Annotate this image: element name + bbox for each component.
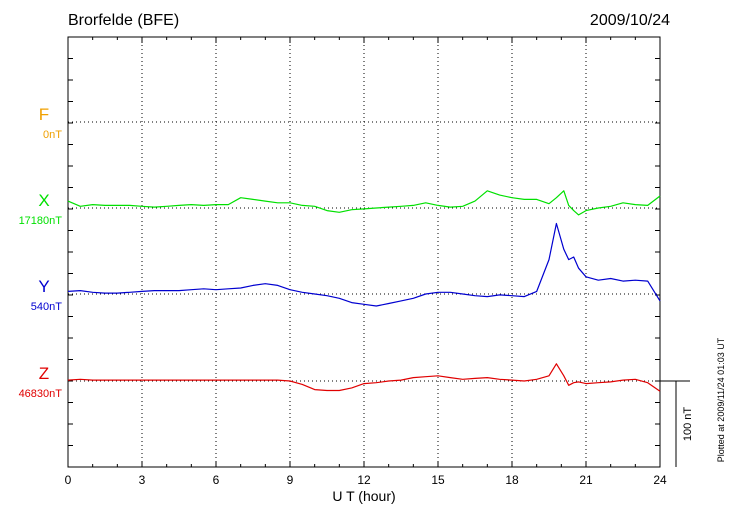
baseline-value-f: 0nT (43, 129, 62, 141)
component-label-layer: F 0nT X 17180nT Y 540nT Z 46830nT (19, 105, 63, 400)
x-tick-label: 12 (357, 473, 371, 487)
x-tick-label: 6 (213, 473, 220, 487)
x-tick-label: 21 (579, 473, 593, 487)
series-layer (67, 190, 661, 392)
tick-layer: 0 3 6 9 12 15 18 21 24 (65, 37, 667, 487)
component-label-z: Z (39, 364, 49, 383)
x-tick-label: 15 (431, 473, 445, 487)
x-tick-label: 9 (287, 473, 294, 487)
series-line-z (67, 363, 661, 392)
baseline-value-z: 46830nT (19, 388, 63, 400)
series-line-x (67, 190, 661, 216)
scale-bar: 100 nT (660, 380, 694, 467)
baseline-value-x: 17180nT (19, 215, 63, 227)
x-tick-label: 24 (653, 473, 667, 487)
station-title: Brorfelde (BFE) (68, 12, 179, 29)
baseline-value-y: 540nT (31, 301, 62, 313)
plotted-at-note: Plotted at 2009/11/24 01:03 UT (716, 337, 726, 462)
x-tick-label: 3 (139, 473, 146, 487)
component-label-f: F (39, 105, 49, 124)
x-tick-label: 18 (505, 473, 519, 487)
x-axis-label: U T (hour) (332, 488, 395, 504)
component-label-y: Y (38, 277, 49, 296)
grid-layer (68, 37, 660, 467)
scale-bar-label: 100 nT (682, 407, 694, 442)
x-tick-label: 0 (65, 473, 72, 487)
date-label: 2009/10/24 (590, 12, 670, 29)
series-line-y (67, 222, 661, 307)
component-label-x: X (38, 191, 49, 210)
